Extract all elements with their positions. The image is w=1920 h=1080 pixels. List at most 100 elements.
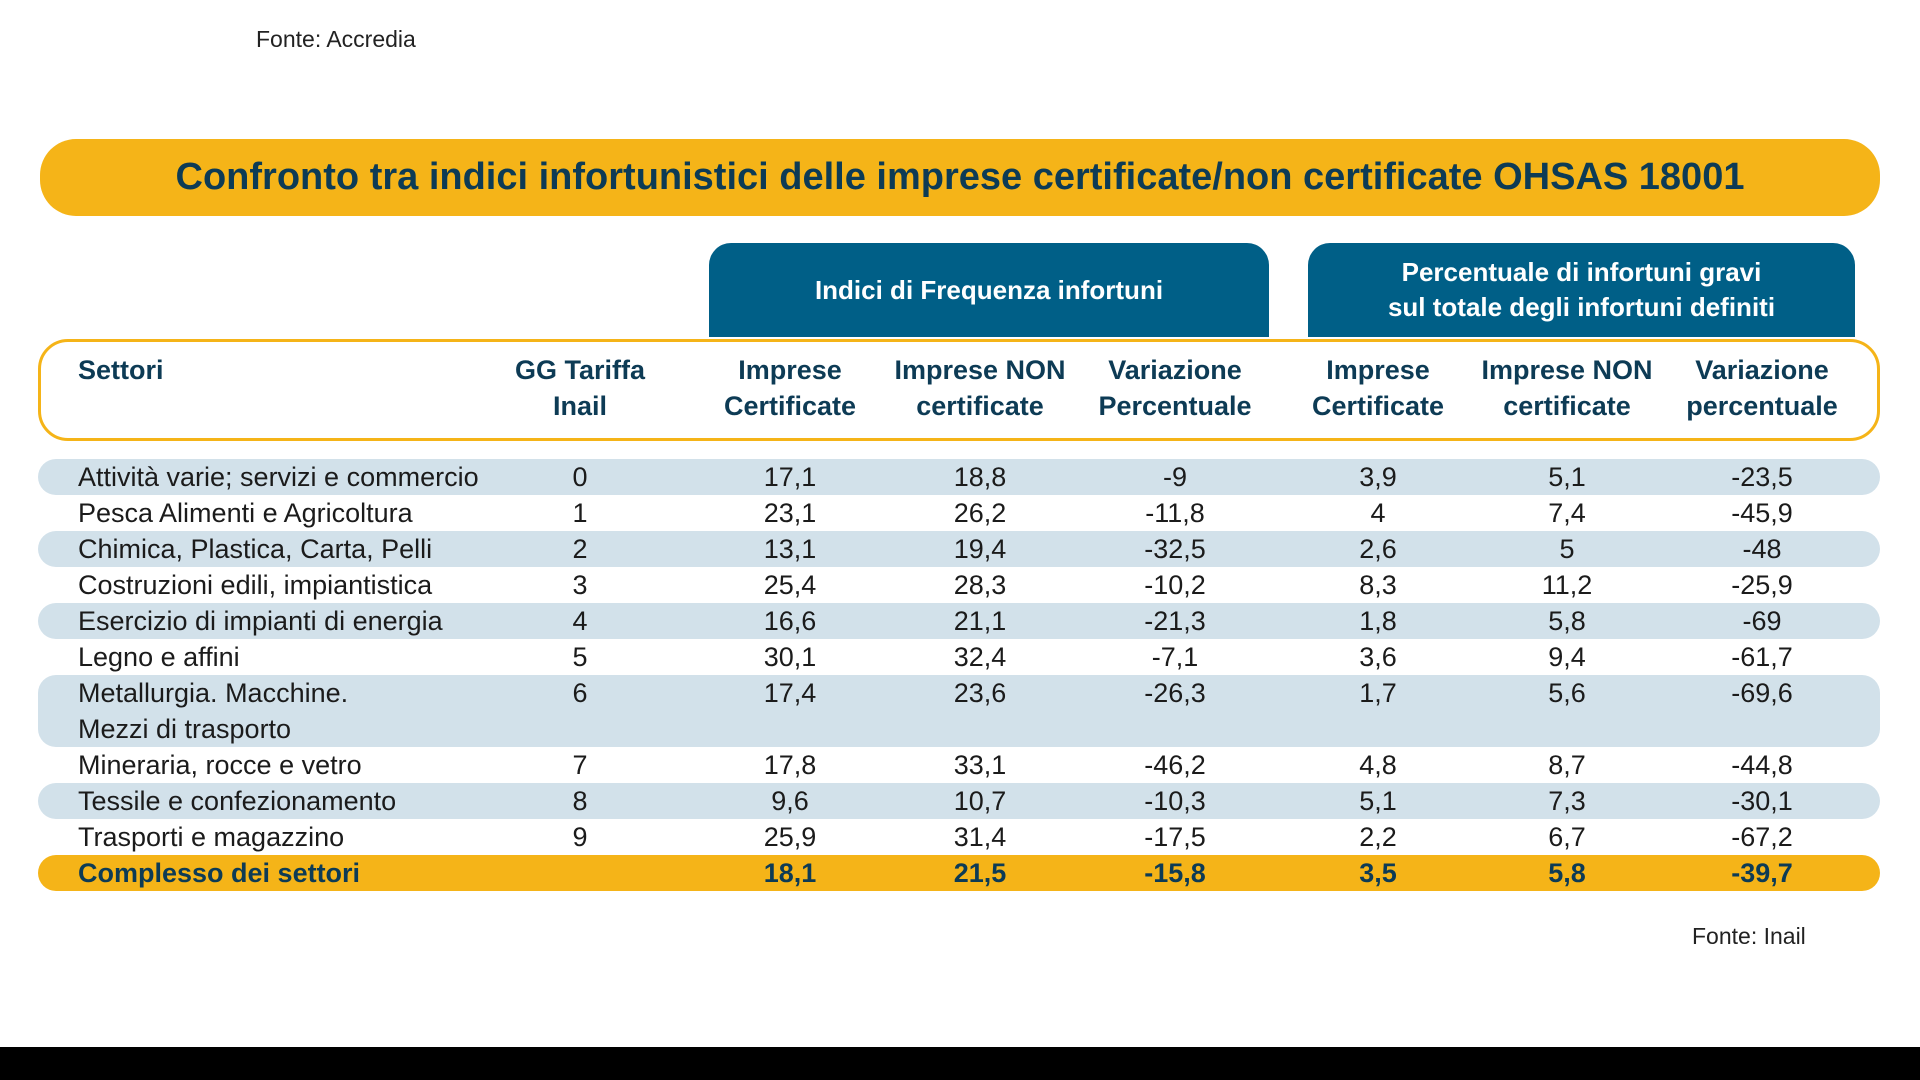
column-header-severe-certified: Imprese Certificate (1293, 352, 1463, 424)
group-header-frequency: Indici di Frequenza infortuni (709, 243, 1269, 337)
cell-gv: -67,2 (1731, 822, 1793, 852)
cell-gg: 3 (572, 570, 588, 600)
cell-gc: 2,6 (1359, 534, 1397, 564)
cell-fv: -9 (1162, 462, 1187, 492)
sector-name: Metallurgia. Macchine. Mezzi di trasporto (78, 675, 498, 747)
cell-gn: 9,4 (1548, 642, 1586, 672)
cell-gg: 2 (572, 534, 588, 564)
cell-fn: 31,4 (953, 822, 1007, 852)
cell-gn: 5,8 (1548, 858, 1586, 888)
column-header-severe-variation-line1: Variazione (1695, 355, 1829, 385)
cell-gc: 3,5 (1359, 858, 1397, 888)
cell-fv: -17,5 (1144, 822, 1206, 852)
sector-name-line2: Mezzi di trasporto (78, 714, 292, 744)
cell-gn: 11,2 (1541, 570, 1593, 600)
table-row: Trasporti e magazzino 9 25,9 31,4 -17,5 2,2 6,… (38, 819, 1880, 855)
cell-gv: -44,8 (1731, 750, 1793, 780)
cell-fc: 16,6 (763, 606, 817, 636)
cell-gg: 5 (572, 642, 588, 672)
column-header-freq-variation-line1: Variazione (1108, 355, 1242, 385)
cell-gv: -69,6 (1731, 678, 1793, 708)
cell-gg: 9 (572, 822, 588, 852)
cell-fc: 17,4 (763, 678, 817, 708)
column-header-freq-noncertified-line2: certificate (916, 391, 1044, 421)
cell-fv: -10,2 (1144, 570, 1206, 600)
cell-gc: 4,8 (1359, 750, 1397, 780)
table-row: Attività varie; servizi e commercio 0 17,1… (38, 459, 1880, 495)
column-header-tariff-line1: GG Tariffa (514, 355, 646, 385)
table-row: Chimica, Plastica, Carta, Pelli 2 13,1 19,4… (38, 531, 1880, 567)
cell-fc: 18,1 (763, 858, 817, 888)
sector-name-line1: Pesca Alimenti e Agricoltura (78, 498, 413, 528)
column-header-freq-certified-line2: Certificate (723, 391, 857, 421)
sector-name: Costruzioni edili, impiantistica (78, 567, 498, 603)
column-header-severe-variation: Variazione percentuale (1672, 352, 1852, 424)
column-header-box (38, 339, 1880, 441)
sector-name-line1: Costruzioni edili, impiantistica (78, 570, 433, 600)
table-row: Legno e affini 5 30,1 32,4 -7,1 3,6 9,4 -61,7 (38, 639, 1880, 675)
column-header-freq-variation: Variazione Percentuale (1085, 352, 1265, 424)
table-row: Pesca Alimenti e Agricoltura 1 23,1 26,2 -11… (38, 495, 1880, 531)
sector-name: Tessile e confezionamento (78, 783, 498, 819)
cell-gn: 8,7 (1548, 750, 1586, 780)
column-header-freq-noncertified-line1: Imprese NON (894, 355, 1066, 385)
cell-fv: -26,3 (1144, 678, 1206, 708)
column-header-severe-noncertified: Imprese NON certificate (1467, 352, 1667, 424)
column-header-severe-noncertified-line1: Imprese NON (1481, 355, 1653, 385)
column-header-freq-variation-line2: Percentuale (1098, 391, 1252, 421)
cell-fv: -11,8 (1145, 498, 1205, 528)
cell-gc: 8,3 (1359, 570, 1397, 600)
sector-name-line1: Esercizio di impianti di energia (78, 606, 443, 636)
sector-name: Esercizio di impianti di energia (78, 603, 498, 639)
cell-gv: -45,9 (1731, 498, 1793, 528)
cell-gn: 7,4 (1548, 498, 1586, 528)
cell-fn: 28,3 (953, 570, 1007, 600)
table-title: Confronto tra indici infortunistici dell… (40, 139, 1880, 216)
column-header-freq-certified-line1: Imprese (738, 355, 842, 385)
cell-fv: -15,8 (1144, 858, 1206, 888)
cell-fv: -10,3 (1144, 786, 1206, 816)
column-header-tariff-line2: Inail (552, 391, 607, 421)
cell-gv: -69 (1742, 606, 1782, 636)
cell-gc: 5,1 (1359, 786, 1397, 816)
cell-fv: -32,5 (1144, 534, 1206, 564)
cell-fn: 33,1 (953, 750, 1007, 780)
cell-fn: 19,4 (953, 534, 1007, 564)
column-header-sector: Settori (78, 355, 164, 385)
cell-gn: 5,8 (1548, 606, 1586, 636)
cell-fc: 25,4 (763, 570, 817, 600)
sector-name-line1: Trasporti e magazzino (78, 822, 345, 852)
column-header-severe-certified-line1: Imprese (1326, 355, 1430, 385)
cell-gc: 2,2 (1359, 822, 1397, 852)
table-row: Esercizio di impianti di energia 4 16,6 21,… (38, 603, 1880, 639)
cell-fc: 23,1 (763, 498, 817, 528)
sector-name: Mineraria, rocce e vetro (78, 747, 498, 783)
group-header-severe: Percentuale di infortuni gravi sul totale… (1308, 243, 1855, 337)
column-header-severe-certified-line2: Certificate (1311, 391, 1445, 421)
cell-gv: -48 (1742, 534, 1782, 564)
cell-gv: -25,9 (1731, 570, 1793, 600)
sector-name-line1: Tessile e confezionamento (78, 786, 397, 816)
table-row-total: Complesso dei settori 18,1 21,5 -15,8 3,5 5,8… (38, 855, 1880, 891)
cell-fn: 26,2 (953, 498, 1007, 528)
cell-gn: 5 (1559, 534, 1575, 564)
cell-gn: 7,3 (1548, 786, 1586, 816)
cell-fc: 17,8 (763, 750, 817, 780)
sector-name-line1: Complesso dei settori (78, 858, 361, 888)
cell-gn: 6,7 (1548, 822, 1586, 852)
column-header-freq-noncertified: Imprese NON certificate (880, 352, 1080, 424)
cell-fn: 10,7 (953, 786, 1007, 816)
sector-name: Pesca Alimenti e Agricoltura (78, 495, 498, 531)
cell-fv: -7,1 (1151, 642, 1199, 672)
sector-name-line1: Legno e affini (78, 642, 240, 672)
cell-gv: -39,7 (1731, 858, 1793, 888)
sector-name: Chimica, Plastica, Carta, Pelli (78, 531, 498, 567)
source-note-bottom: Fonte: Inail (1692, 923, 1806, 949)
cell-gg: 4 (572, 606, 588, 636)
cell-gc: 4 (1370, 498, 1386, 528)
sector-name-line1: Attività varie; servizi e commercio (78, 462, 479, 492)
cell-fc: 9,6 (771, 786, 809, 816)
table-row: Tessile e confezionamento 8 9,6 10,7 -10,3 5,… (38, 783, 1880, 819)
table-row: Metallurgia. Macchine. Mezzi di trasporto… (38, 675, 1880, 747)
cell-gc: 1,8 (1359, 606, 1397, 636)
